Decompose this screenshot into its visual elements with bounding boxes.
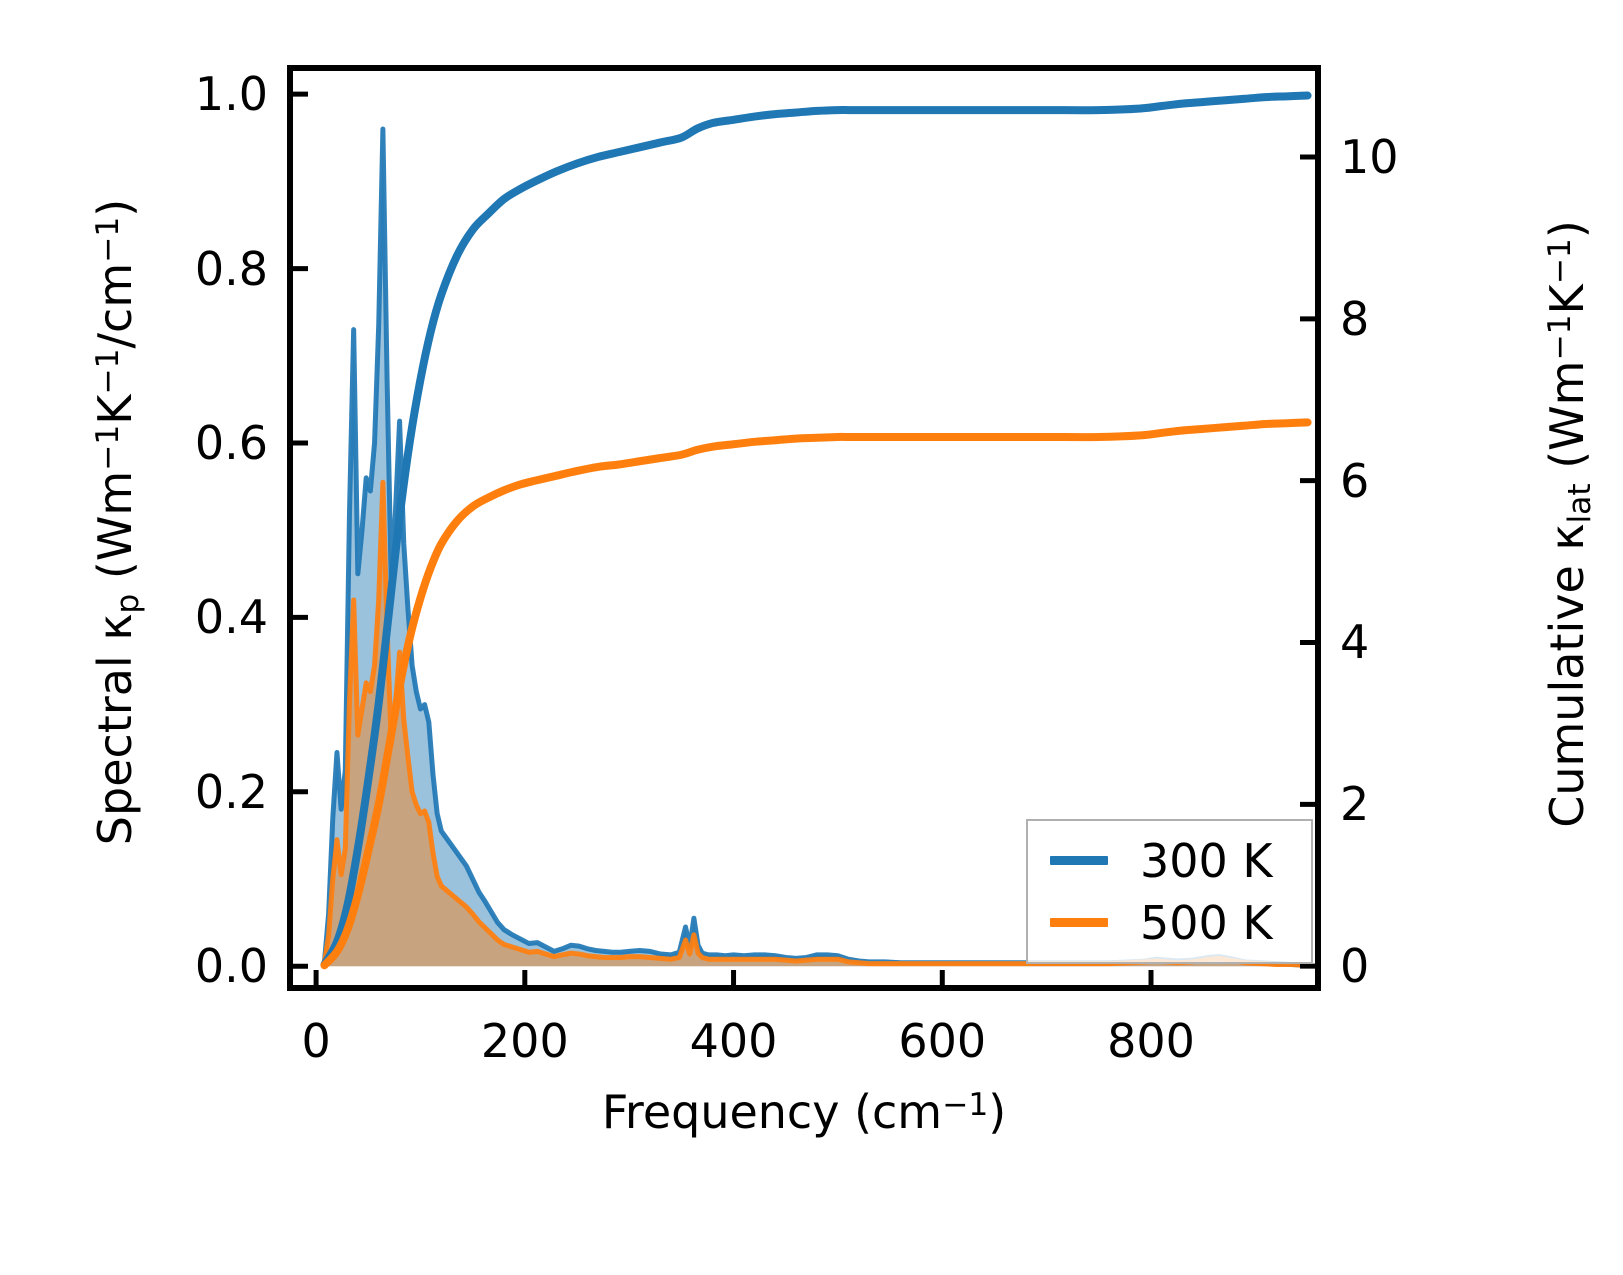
legend-box[interactable]: 300 K 500 K (1026, 819, 1313, 964)
x-tick-label-600: 600 (898, 1014, 987, 1068)
y-left-tick-label-0.2: 0.2 (194, 764, 268, 819)
y-left-tick-label-0.6: 0.6 (194, 415, 268, 470)
legend-swatch-500k (1050, 918, 1108, 927)
y-left-tick-label-0.4: 0.4 (194, 590, 268, 645)
plot-frame (287, 65, 1321, 991)
cumulative-line-500k (320, 418, 1312, 970)
x-tick-label-0: 0 (301, 1014, 331, 1068)
y-left-tick-label-0.8: 0.8 (194, 241, 268, 296)
spectral-fill-500k (324, 482, 1308, 967)
y-left-tick-label-0: 0.0 (194, 939, 268, 994)
x-axis-label: Frequency (cm−1) (601, 1085, 1007, 1139)
spectral-fill-300k (324, 129, 1308, 967)
y-left-tick-label-1: 1.0 (194, 67, 268, 122)
y-right-tick-label-8: 8 (1340, 291, 1370, 346)
y-right-tick-label-6: 6 (1340, 453, 1370, 508)
legend-label-300k: 300 K (1140, 833, 1273, 888)
x-tick-label-800: 800 (1107, 1014, 1195, 1068)
y-right-tick-label-10: 10 (1340, 130, 1399, 184)
cumulative-line-300k (320, 91, 1312, 969)
y-right-tick-label-0: 0 (1340, 939, 1370, 994)
axes-frame-layer (287, 65, 1321, 991)
legend-label-500k: 500 K (1140, 895, 1273, 950)
legend-item-300k[interactable]: 300 K (1042, 830, 1297, 892)
x-tick-label-400: 400 (689, 1014, 778, 1068)
legend-swatch-300k (1050, 856, 1108, 865)
legend-item-500k[interactable]: 500 K (1042, 892, 1297, 954)
y-right-tick-label-2: 2 (1340, 777, 1370, 832)
y-right-tick-label-4: 4 (1340, 615, 1370, 670)
x-tick-label-200: 200 (480, 1014, 569, 1068)
